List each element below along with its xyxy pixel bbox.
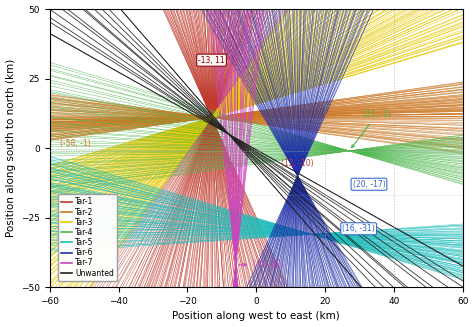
Text: (20, -17): (20, -17)	[353, 180, 385, 189]
Text: (27, -1): (27, -1)	[352, 110, 391, 148]
Text: -13, 11: -13, 11	[198, 56, 225, 65]
Text: (-6, -42): (-6, -42)	[238, 260, 284, 269]
Legend: Tar-1, Tar-2, Tar-3, Tar-4, Tar-5, Tar-6, Tar-7, Unwanted: Tar-1, Tar-2, Tar-3, Tar-4, Tar-5, Tar-6…	[58, 195, 117, 281]
Text: (12, -10): (12, -10)	[281, 159, 314, 167]
X-axis label: Position along west to east (km): Position along west to east (km)	[173, 311, 340, 321]
Text: (16, -31): (16, -31)	[342, 224, 375, 233]
Text: (-58, -1): (-58, -1)	[60, 139, 91, 148]
Y-axis label: Position along south to north (km): Position along south to north (km)	[6, 59, 16, 237]
